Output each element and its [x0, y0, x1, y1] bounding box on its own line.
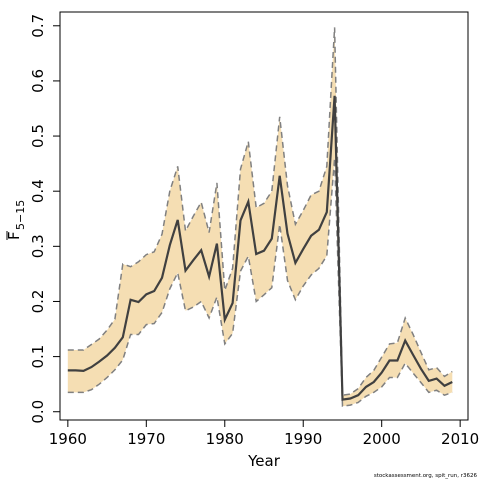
x-axis-title: Year — [247, 452, 281, 470]
y-tick-label: 0.0 — [29, 400, 47, 424]
x-axis: 1960 1970 1980 1990 2000 2010 — [49, 420, 479, 448]
y-tick-label: 0.2 — [29, 290, 47, 314]
y-tick-label: 0.5 — [29, 124, 47, 148]
plot-frame — [59, 11, 469, 421]
y-tick-label: 0.4 — [29, 179, 47, 203]
y-axis-title: F 5−15 — [5, 200, 27, 240]
y-tick-label: 0.3 — [29, 234, 47, 258]
x-tick-label: 2010 — [441, 430, 479, 448]
upper-bound-line — [67, 27, 453, 397]
footnote: stockassessment.org, spit_run, r3626 — [374, 473, 478, 479]
y-axis-title-main: F — [5, 231, 23, 240]
y-tick-label: 0.7 — [29, 14, 47, 38]
estimate-line — [67, 95, 453, 401]
x-tick-label: 2000 — [363, 430, 401, 448]
x-tick-label: 1960 — [49, 430, 87, 448]
y-axis-title-subscript: 5−15 — [14, 200, 27, 230]
x-tick-label: 1990 — [284, 430, 322, 448]
confidence-band — [67, 27, 453, 407]
plot-area — [67, 27, 453, 408]
y-tick-label: 0.1 — [29, 345, 47, 369]
x-tick-label: 1970 — [127, 430, 165, 448]
y-tick-label: 0.6 — [29, 69, 47, 93]
y-axis: 0.0 0.1 0.2 0.3 0.4 0.5 0.6 0.7 — [29, 14, 60, 424]
x-tick-label: 1980 — [206, 430, 244, 448]
lower-bound-line — [67, 158, 453, 408]
